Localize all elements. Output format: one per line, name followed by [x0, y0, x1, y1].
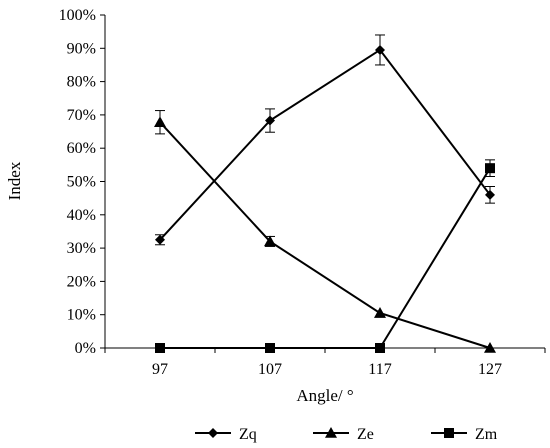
data-point [375, 343, 385, 353]
y-tick-label: 60% [67, 140, 96, 157]
data-point [484, 342, 496, 353]
y-tick-label: 90% [67, 40, 96, 57]
y-tick-label: 100% [59, 7, 96, 24]
data-point [485, 189, 495, 200]
series-ze [154, 110, 496, 353]
y-tick-label: 20% [67, 273, 96, 290]
y-tick-label: 40% [67, 207, 96, 224]
data-point [155, 343, 165, 353]
data-point [265, 115, 275, 126]
legend-marker [325, 427, 337, 438]
data-point [155, 234, 165, 245]
y-axis-label: Index [5, 161, 24, 200]
series-zq [155, 34, 495, 246]
legend-marker [444, 428, 454, 438]
y-tick-label: 70% [67, 107, 96, 124]
series-line [159, 48, 491, 241]
data-point [154, 116, 166, 128]
legend-label: Zm [475, 426, 498, 443]
y-tick-label: 80% [67, 74, 96, 91]
y-tick-label: 50% [67, 174, 96, 191]
x-tick-label: 97 [152, 361, 168, 378]
legend-item-ze: Ze [313, 426, 374, 443]
series-zm [155, 159, 495, 353]
series-line [159, 121, 491, 349]
data-point [264, 235, 276, 247]
x-tick-label: 127 [478, 361, 502, 378]
x-axis-label: Angle/ ° [296, 386, 353, 405]
data-point [374, 307, 386, 318]
series-line [160, 167, 491, 349]
y-tick-label: 10% [67, 307, 96, 324]
legend-label: Zq [239, 426, 257, 443]
x-tick-label: 107 [258, 361, 282, 378]
data-point [485, 163, 495, 174]
data-point [265, 343, 275, 353]
y-tick-label: 0% [75, 340, 96, 357]
x-tick-label: 117 [368, 361, 391, 378]
legend-item-zm: Zm [431, 426, 498, 443]
legend-item-zq: Zq [195, 426, 257, 443]
data-point [375, 44, 385, 55]
legend-marker [208, 428, 218, 438]
legend-label: Ze [357, 426, 374, 443]
chart-series [154, 34, 496, 353]
y-tick-label: 30% [67, 240, 96, 257]
chart-ticks: 0% 10% 20% 30% 40% 50% 60% 70% 80% 90% 100% 97 107 11… [59, 7, 546, 378]
chart-legend: Zq Ze Zm [195, 426, 498, 443]
